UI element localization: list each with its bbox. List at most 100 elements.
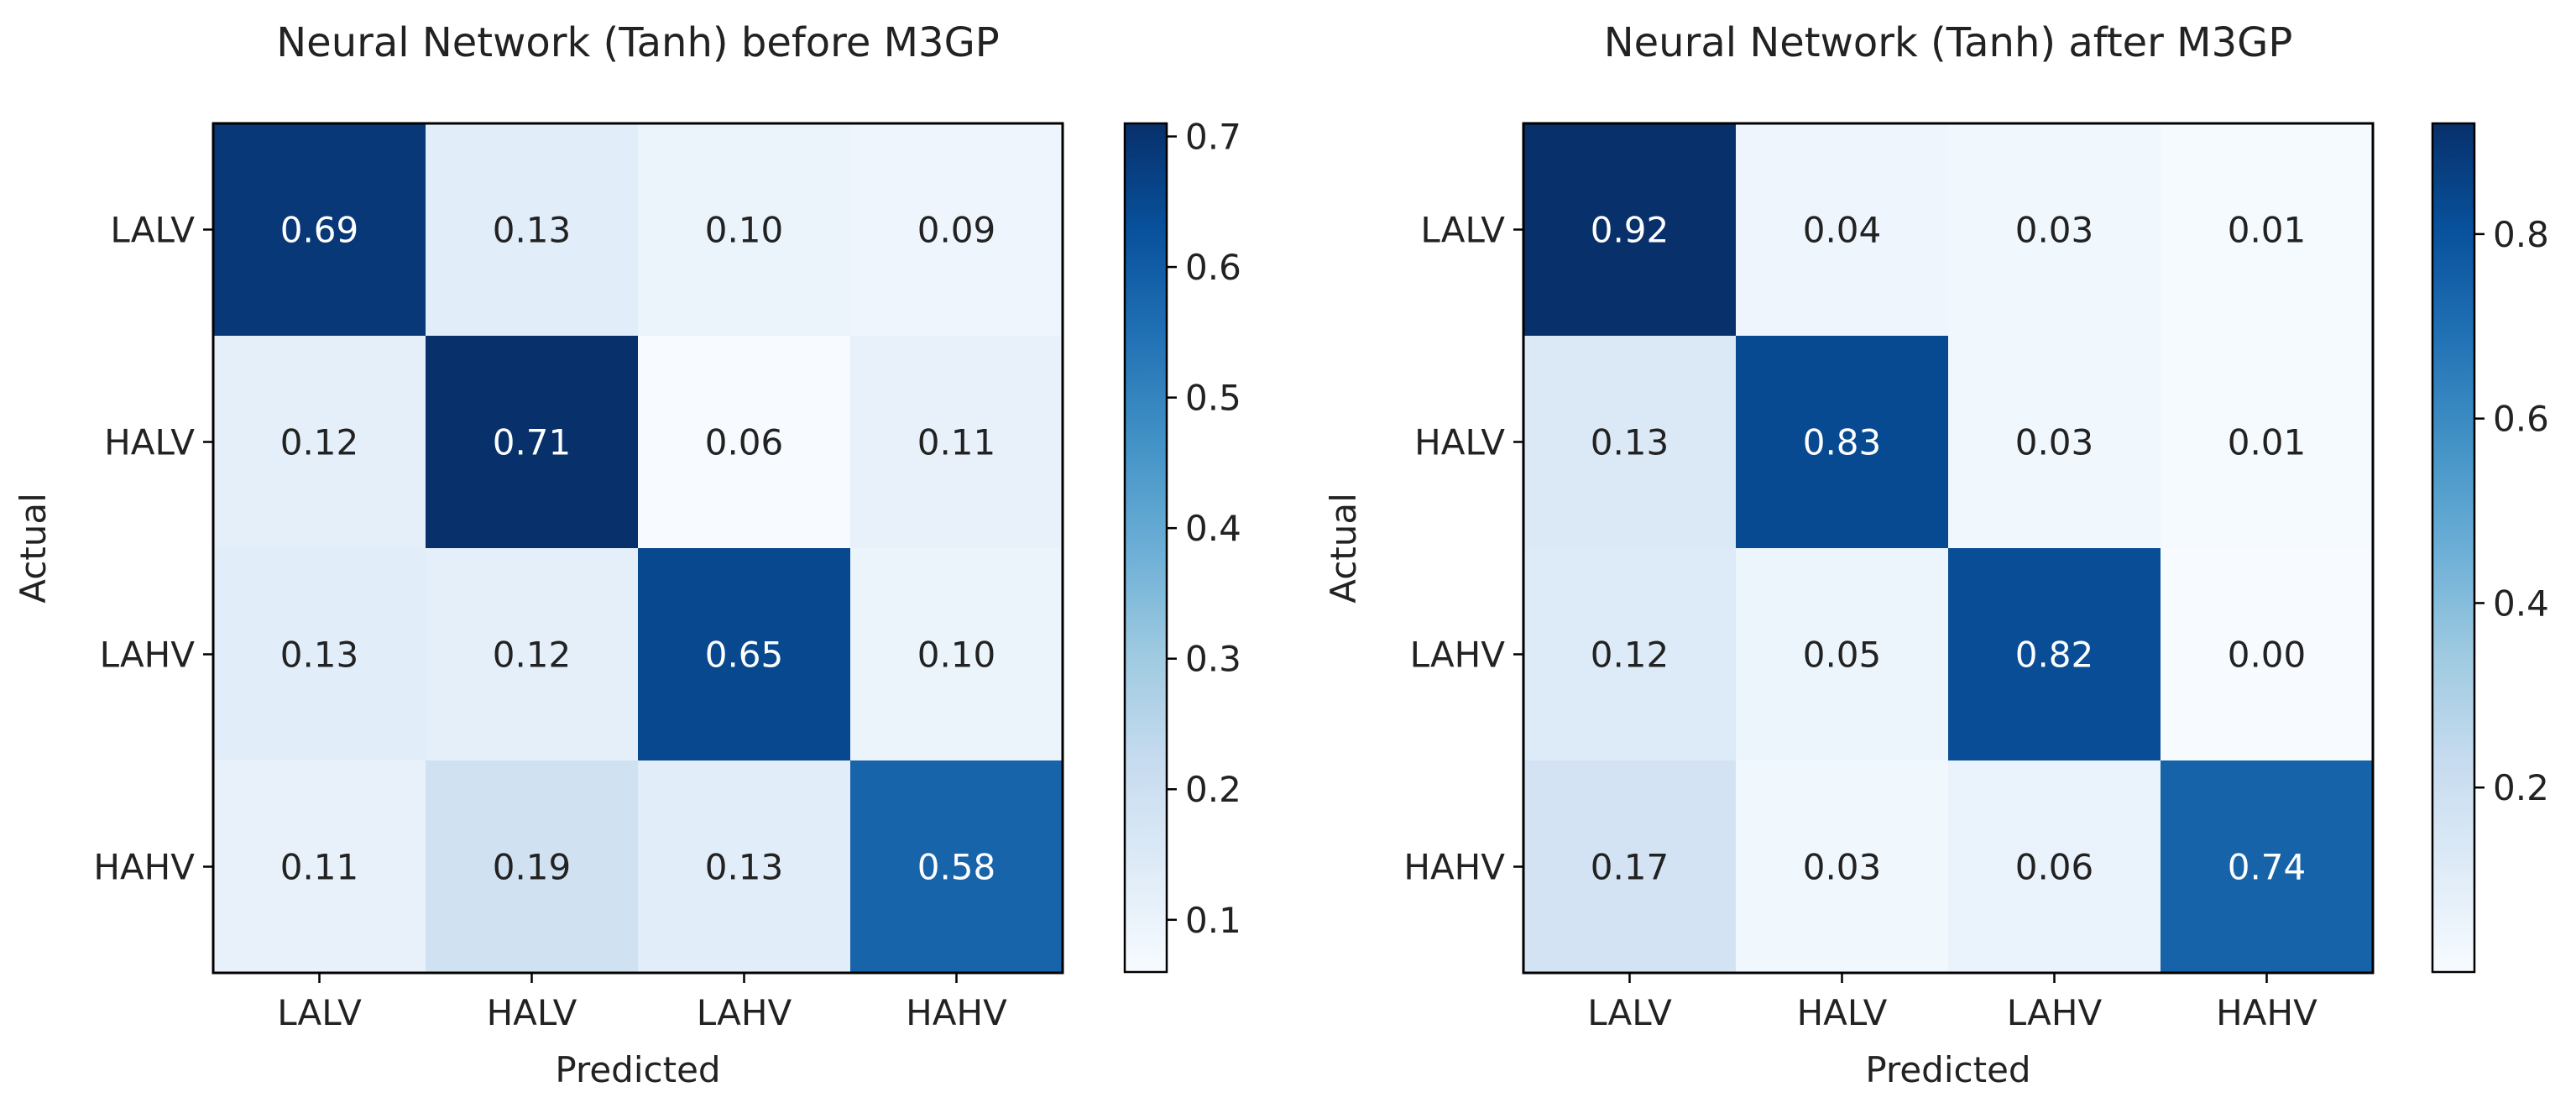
colorbar-gradient — [2432, 123, 2474, 972]
y-tick-label: HALV — [1414, 422, 1505, 463]
cell-value-label: 0.12 — [280, 422, 359, 463]
x-tick-label: LAHV — [2007, 992, 2103, 1033]
x-tick-label: HALV — [487, 992, 577, 1033]
y-tick-label: LALV — [110, 210, 195, 251]
cell-value-label: 0.11 — [280, 847, 359, 888]
y-tick-label: LAHV — [100, 635, 196, 676]
heatmap-cell — [1948, 336, 2161, 548]
heatmap-cell — [213, 548, 426, 760]
colorbar-frame — [1123, 122, 1168, 974]
heatmap-cell — [1736, 336, 1948, 548]
heatmap-cell — [1736, 760, 1948, 973]
colorbar-tick-label: 0.8 — [2493, 214, 2549, 255]
heatmap-cell — [1948, 760, 2161, 973]
heatmap-cell — [213, 336, 426, 548]
heatmap-cell — [426, 760, 638, 973]
cell-value-label: 0.13 — [280, 635, 359, 676]
colorbar-tick-label: 0.2 — [2493, 767, 2549, 808]
colorbar-tick-label: 0.7 — [1185, 117, 1241, 158]
heatmap-cell — [426, 548, 638, 760]
cell-value-label: 0.01 — [2228, 422, 2307, 463]
cell-value-label: 0.82 — [2015, 635, 2094, 676]
y-axis-label: Actual — [1323, 493, 1364, 604]
cell-value-label: 0.03 — [2015, 422, 2094, 463]
heatmap-cell — [426, 336, 638, 548]
y-tick-label: LAHV — [1410, 635, 1506, 676]
cell-value-label: 0.10 — [917, 635, 996, 676]
heatmap-cell — [850, 123, 1063, 336]
heatmap-panel-1: Neural Network (Tanh) before M3GP 0.69 0.1… — [13, 19, 1241, 1090]
cell-value-label: 0.06 — [705, 422, 784, 463]
cell-value-label: 0.13 — [705, 847, 784, 888]
colorbar-frame — [2431, 122, 2476, 974]
chart-title: Neural Network (Tanh) after M3GP — [1604, 19, 2293, 66]
x-axis-label: Predicted — [555, 1049, 720, 1090]
x-tick-label: LALV — [1587, 992, 1672, 1033]
cell-value-label: 0.92 — [1591, 210, 1669, 251]
heatmap-cell — [1948, 123, 2161, 336]
cell-value-label: 0.74 — [2228, 847, 2307, 888]
cell-value-label: 0.71 — [493, 422, 572, 463]
cell-value-label: 0.10 — [705, 210, 784, 251]
y-tick-label: HAHV — [1403, 847, 1505, 888]
x-tick-label: HAHV — [906, 992, 1007, 1033]
colorbar-tick-label: 0.6 — [2493, 399, 2549, 440]
cell-value-label: 0.01 — [2228, 210, 2307, 251]
y-tick-label: LALV — [1420, 210, 1505, 251]
heatmap-cell — [1523, 123, 1736, 336]
heatmap-cell — [213, 123, 426, 336]
colorbar-tick-label: 0.6 — [1185, 247, 1241, 288]
x-tick-label: HALV — [1797, 992, 1888, 1033]
cell-value-label: 0.83 — [1803, 422, 1882, 463]
cell-value-label: 0.17 — [1591, 847, 1669, 888]
cell-value-label: 0.58 — [917, 847, 996, 888]
heatmap-cell — [850, 336, 1063, 548]
cell-value-label: 0.03 — [1803, 847, 1882, 888]
heatmap-cell — [1736, 548, 1948, 760]
colorbar-tick-label: 0.3 — [1185, 639, 1241, 680]
colorbar-tick-label: 0.2 — [1185, 769, 1241, 810]
y-tick-label: HALV — [104, 422, 195, 463]
heatmap-cell — [2161, 760, 2373, 973]
cell-value-label: 0.05 — [1803, 635, 1882, 676]
chart-title: Neural Network (Tanh) before M3GP — [276, 19, 999, 66]
x-axis-label: Predicted — [1865, 1049, 2030, 1090]
y-axis-label: Actual — [13, 493, 54, 604]
heatmap-cell — [1948, 548, 2161, 760]
cell-value-label: 0.00 — [2228, 635, 2307, 676]
cell-value-label: 0.04 — [1803, 210, 1882, 251]
cell-value-label: 0.13 — [1591, 422, 1669, 463]
heatmap-cell — [638, 760, 850, 973]
heatmap-cell — [850, 548, 1063, 760]
heatmap-cell — [2161, 336, 2373, 548]
x-tick-label: HAHV — [2216, 992, 2317, 1033]
plot-frame — [1522, 122, 2375, 975]
heatmap-cell — [213, 760, 426, 973]
y-tick-label: HAHV — [93, 847, 195, 888]
cell-value-label: 0.03 — [2015, 210, 2094, 251]
colorbar-gradient — [1125, 123, 1167, 972]
x-tick-label: LALV — [277, 992, 362, 1033]
cell-value-label: 0.11 — [917, 422, 996, 463]
heatmap-cell — [426, 123, 638, 336]
heatmap-cell — [1523, 760, 1736, 973]
heatmap-cell — [2161, 548, 2373, 760]
cell-value-label: 0.12 — [1591, 635, 1669, 676]
colorbar-tick-label: 0.4 — [2493, 583, 2549, 624]
cell-value-label: 0.65 — [705, 635, 784, 676]
cell-value-label: 0.06 — [2015, 847, 2094, 888]
colorbar-tick-label: 0.1 — [1185, 900, 1241, 941]
heatmap-cell — [638, 548, 850, 760]
plot-frame — [212, 122, 1064, 975]
heatmap-cell — [850, 760, 1063, 973]
cell-value-label: 0.69 — [280, 210, 359, 251]
heatmap-cell — [638, 336, 850, 548]
heatmap-panel-2: Neural Network (Tanh) after M3GP 0.92 0.04… — [1323, 19, 2549, 1090]
heatmap-cell — [1736, 123, 1948, 336]
cell-value-label: 0.09 — [917, 210, 996, 251]
colorbar-tick-label: 0.4 — [1185, 508, 1241, 549]
cell-value-label: 0.13 — [493, 210, 572, 251]
heatmap-cell — [638, 123, 850, 336]
cell-value-label: 0.12 — [493, 635, 572, 676]
